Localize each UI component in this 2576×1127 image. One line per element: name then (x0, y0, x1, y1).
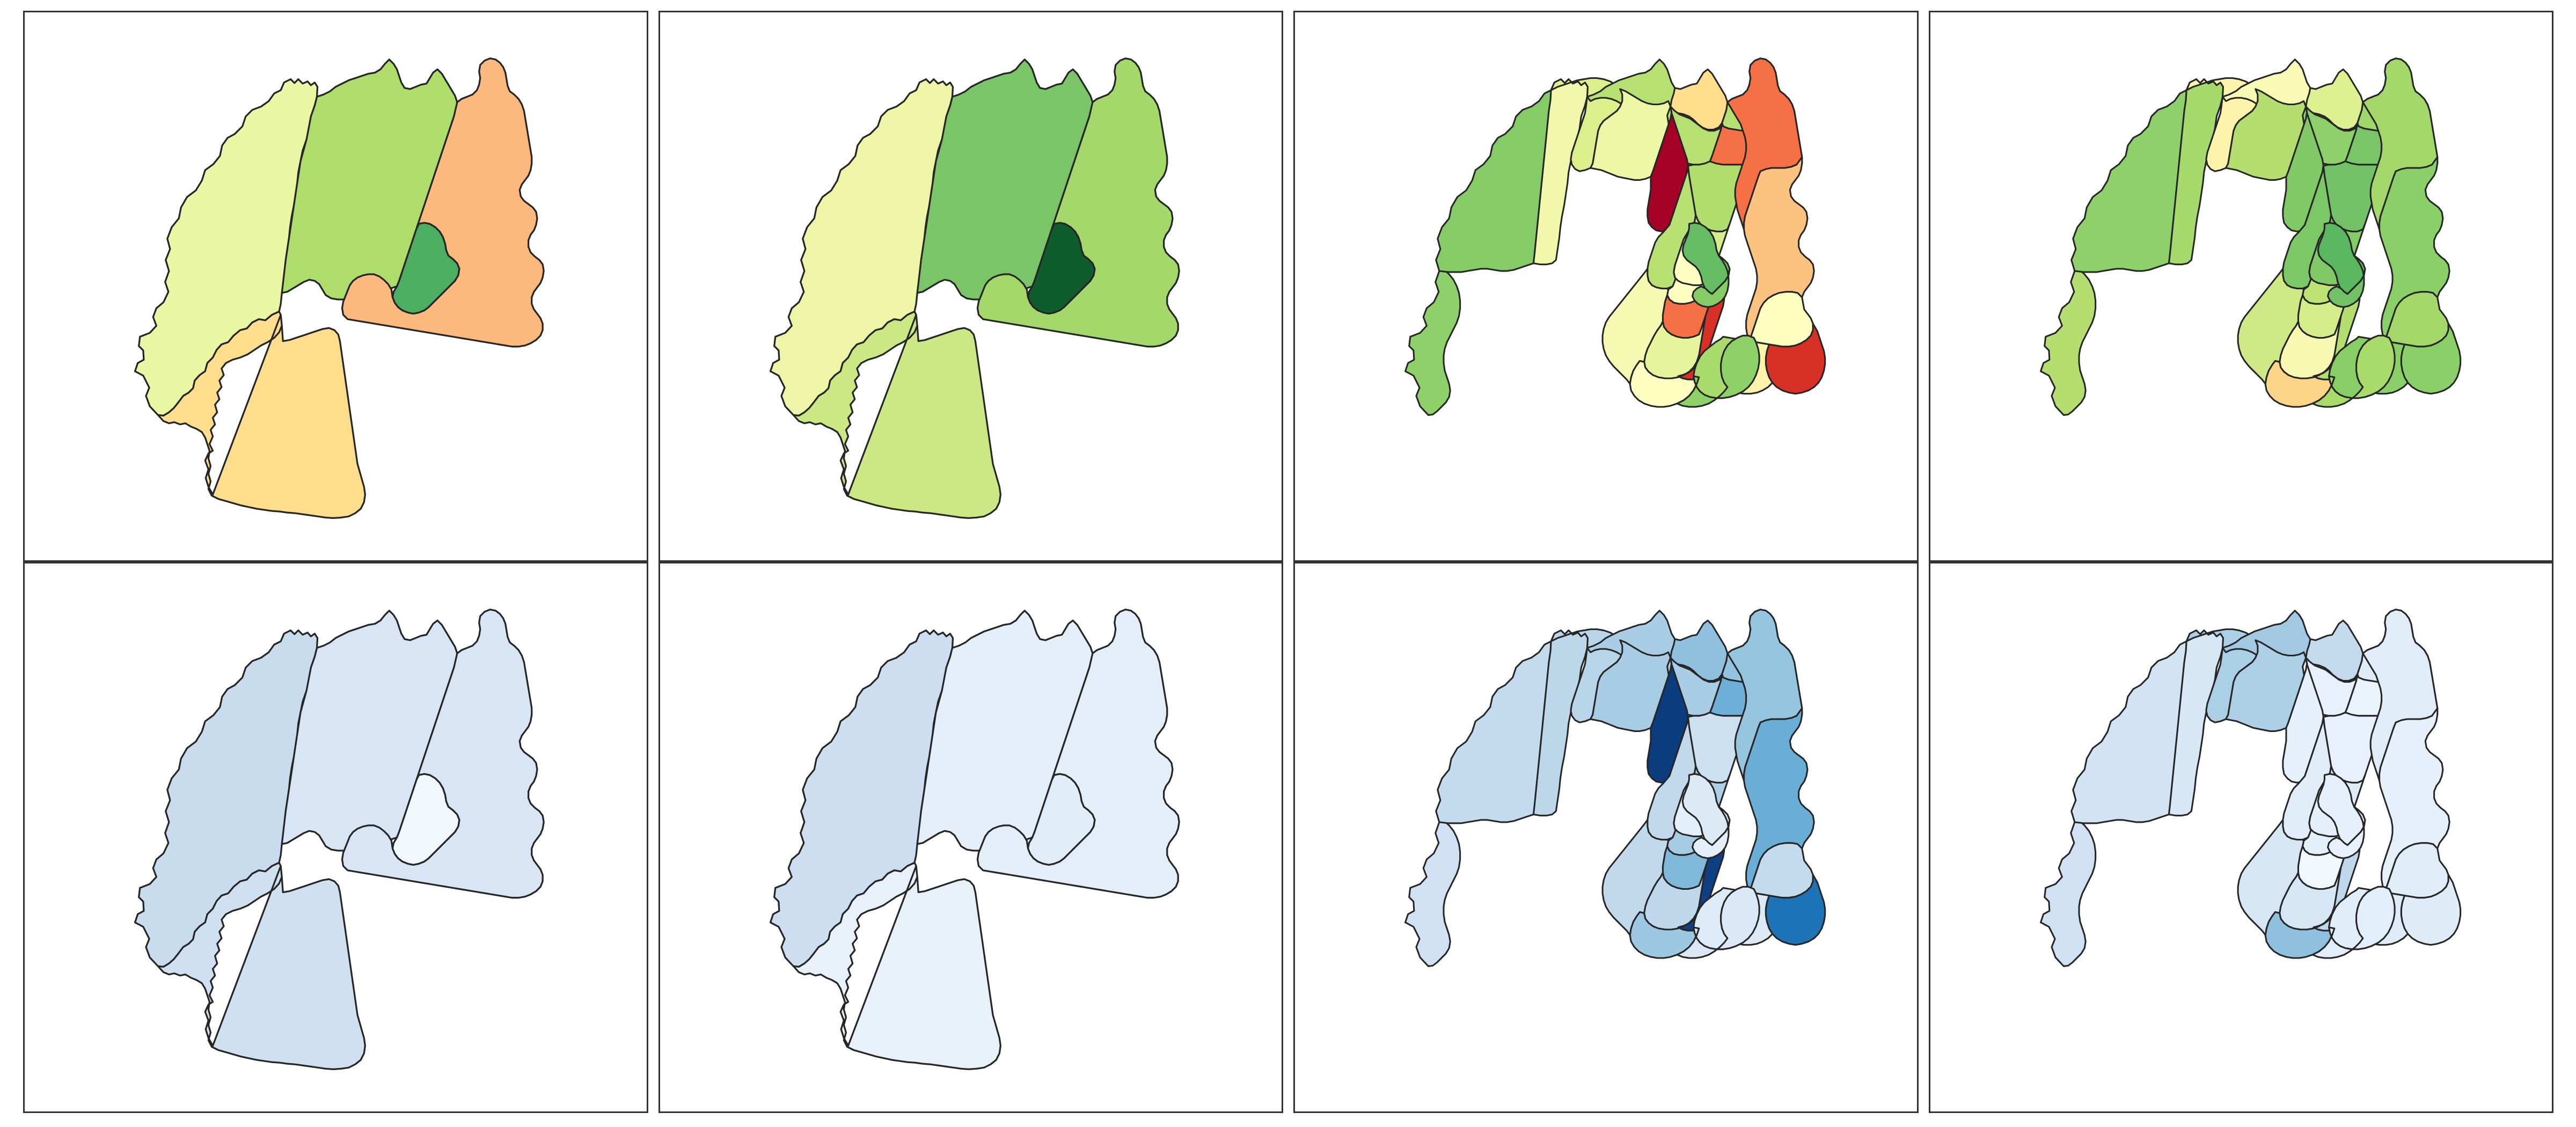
region-kicukiro[interactable] (2326, 806, 2366, 859)
region-layer (1404, 609, 1826, 967)
map-svg-5 (134, 609, 545, 1071)
region-nyamagabe[interactable] (2237, 268, 2304, 385)
region-nyaruguru[interactable] (2264, 354, 2335, 408)
region-southern[interactable] (157, 861, 367, 1071)
region-nyagatare[interactable] (1726, 57, 1803, 230)
map-panel-2[interactable] (658, 11, 1283, 562)
region-kicukiro[interactable] (1692, 806, 1731, 859)
map-svg-7 (1404, 609, 1826, 967)
region-layer (2039, 609, 2461, 967)
region-ngororero[interactable] (2224, 639, 2308, 732)
map-svg-2 (769, 57, 1180, 519)
region-eastern[interactable] (341, 57, 545, 348)
region-nyamagabe[interactable] (1601, 819, 1670, 936)
region-nyamagabe[interactable] (1601, 268, 1670, 385)
panel-grid (23, 11, 2553, 1113)
region-southern[interactable] (792, 310, 1001, 519)
region-bugesera[interactable] (1676, 885, 1760, 959)
region-kirehe[interactable] (1765, 874, 1826, 946)
region-kirehe[interactable] (2400, 874, 2461, 946)
region-nyagatare[interactable] (2361, 609, 2438, 781)
map-panel-8[interactable] (1928, 562, 2553, 1113)
region-layer (134, 57, 545, 519)
region-bugesera[interactable] (2311, 334, 2396, 408)
region-bugesera[interactable] (2311, 885, 2396, 959)
region-ngororero[interactable] (1590, 88, 1673, 181)
map-svg-6 (769, 609, 1180, 1071)
map-svg-3 (1404, 57, 1826, 416)
region-ngororero[interactable] (2224, 88, 2308, 181)
region-nyaruguru[interactable] (1629, 905, 1700, 959)
map-panel-7[interactable] (1293, 562, 1919, 1113)
map-panel-3[interactable] (1293, 11, 1919, 562)
region-layer (134, 609, 545, 1071)
region-kicukiro[interactable] (2326, 254, 2366, 308)
region-nyagatare[interactable] (2361, 57, 2438, 230)
region-nyamasheke[interactable] (1435, 89, 1552, 273)
map-panel-5[interactable] (23, 562, 648, 1113)
region-layer (1404, 57, 1826, 416)
map-svg-8 (2039, 609, 2461, 967)
region-kirehe[interactable] (1765, 323, 1826, 395)
region-rusizi[interactable] (2039, 269, 2096, 416)
region-nyamasheke[interactable] (1435, 640, 1552, 824)
map-panel-4[interactable] (1928, 11, 2553, 562)
region-nyamasheke[interactable] (2070, 640, 2187, 824)
region-eastern[interactable] (976, 609, 1180, 899)
region-kirehe[interactable] (2400, 323, 2461, 395)
map-panel-6[interactable] (658, 562, 1283, 1113)
region-kicukiro[interactable] (1692, 254, 1731, 308)
region-layer (769, 609, 1180, 1071)
region-layer (769, 57, 1180, 519)
region-nyagatare[interactable] (1726, 609, 1803, 781)
region-southern[interactable] (792, 861, 1001, 1071)
region-rusizi[interactable] (1404, 269, 1461, 416)
region-ngororero[interactable] (1590, 639, 1673, 732)
map-panel-1[interactable] (23, 11, 648, 562)
region-eastern[interactable] (341, 609, 545, 899)
map-svg-4 (2039, 57, 2461, 416)
region-southern[interactable] (157, 310, 367, 519)
region-nyamagabe[interactable] (2237, 819, 2304, 936)
map-svg-1 (134, 57, 545, 519)
region-rusizi[interactable] (1404, 820, 1461, 967)
region-nyaruguru[interactable] (2264, 905, 2335, 959)
region-eastern[interactable] (976, 57, 1180, 348)
region-nyaruguru[interactable] (1629, 354, 1700, 408)
region-bugesera[interactable] (1676, 334, 1760, 408)
region-layer (2039, 57, 2461, 416)
region-rusizi[interactable] (2039, 820, 2096, 967)
region-nyamasheke[interactable] (2070, 89, 2187, 273)
